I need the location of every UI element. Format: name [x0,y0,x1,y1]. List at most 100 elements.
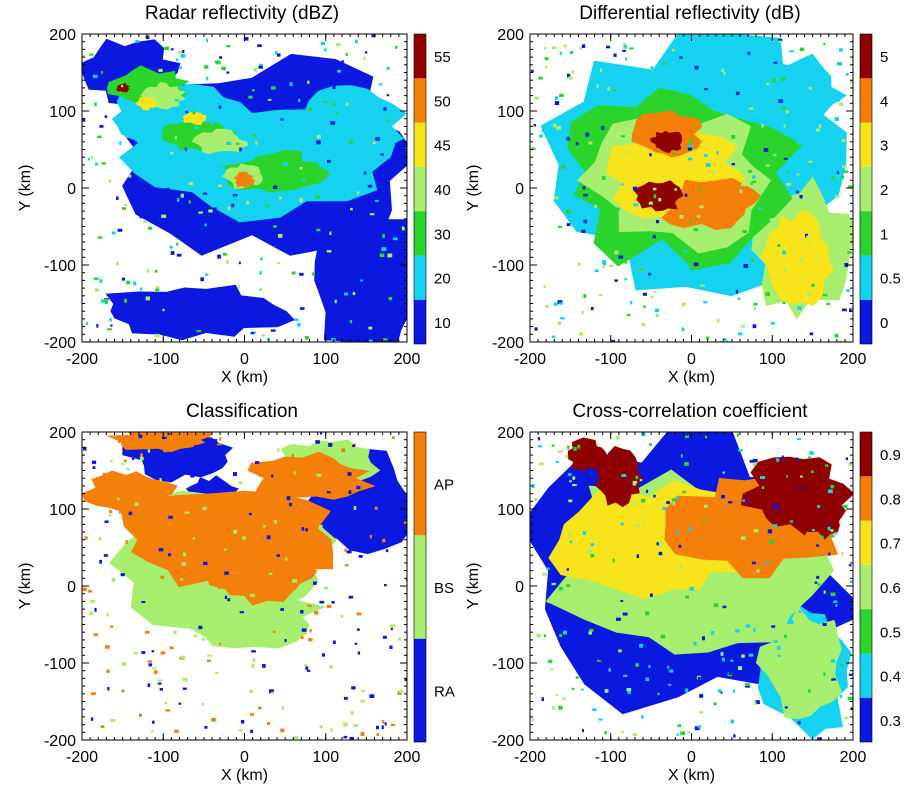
echo-pixel [121,662,126,666]
echo-pixel [741,654,745,658]
echo-pixel [680,731,686,735]
echo-pixel [331,601,335,604]
echo-pixel [541,129,547,133]
echo-pixel [805,235,809,238]
echo-pixel [687,147,692,151]
echo-pixel [641,498,646,503]
echo-pixel [555,693,558,697]
panel-title-cross-correlation: Cross-correlation coefficient [572,401,808,422]
echo-pixel [590,543,594,547]
echo-pixel [294,318,299,322]
colorbar-label: 0.5 [880,271,901,288]
echo-pixel [536,633,542,638]
echo-pixel [301,503,306,508]
echo-pixel [744,685,750,688]
echo-pixel [326,159,331,163]
echo-pixel [329,664,333,669]
echo-pixel [316,135,321,139]
echo-pixel [747,51,751,56]
echo-pixel [849,80,853,84]
x-tick-label: -200 [66,749,98,766]
echo-pixel [161,214,167,218]
echo-pixel [212,571,218,575]
y-tick-label: -200 [44,733,76,750]
echo-pixel [846,289,850,293]
echo-pixel [204,725,208,729]
echo-pixel [751,561,756,565]
echo-region [634,180,684,212]
echo-pixel [799,486,802,491]
echo-pixel [97,236,103,239]
echo-pixel [272,225,277,228]
echo-pixel [732,689,736,693]
echo-pixel [752,462,757,465]
echo-pixel [745,624,751,628]
echo-pixel [239,611,245,614]
echo-pixel [250,713,254,716]
echo-pixel [783,634,788,638]
echo-pixel [792,738,796,740]
echo-pixel [727,292,731,296]
echo-pixel [103,298,108,303]
echo-pixel [699,693,704,698]
y-axis-label: Y (km) [17,165,34,212]
panel-title-classification: Classification [186,401,298,422]
echo-pixel [276,554,280,557]
echo-pixel [630,301,633,305]
panel-3: -200 -100 0 100 200 -200 -100 0 100 200 X (km) Y (k… [465,425,901,784]
echo-pixel [632,480,638,484]
echo-pixel [251,650,256,653]
echo-pixel [225,160,230,163]
echo-pixel [266,722,271,725]
echo-pixel [797,720,801,725]
echo-pixel [563,697,566,701]
echo-pixel [582,531,587,535]
echo-pixel [356,612,362,616]
echo-pixel [614,279,618,282]
echo-pixel [381,720,385,724]
echo-pixel [690,266,695,271]
echo-pixel [176,253,182,257]
echo-pixel [356,191,360,195]
echo-pixel [178,66,183,69]
echo-pixel [104,645,110,649]
echo-pixel [368,339,373,342]
echo-pixel [152,720,155,724]
echo-pixel [121,689,125,693]
echo-pixel [92,74,98,79]
echo-pixel [151,729,154,733]
echo-pixel [815,77,819,81]
echo-pixel [181,562,186,566]
echo-pixel [679,564,683,569]
echo-pixel [101,71,104,74]
colorbar-label: 3 [880,138,888,155]
echo-pixel [332,85,336,90]
echo-pixel [591,70,595,73]
echo-pixel [750,182,753,185]
echo-pixel [653,194,657,199]
echo-pixel [373,307,377,312]
echo-pixel [392,237,398,241]
echo-pixel [323,48,327,52]
echo-pixel [158,548,164,552]
echo-pixel [158,68,163,72]
echo-pixel [655,314,659,318]
echo-pixel [280,118,284,121]
echo-pixel [141,651,146,654]
echo-pixel [380,153,384,156]
echo-pixel [829,535,835,538]
x-tick-label: 100 [759,749,786,766]
echo-pixel [279,587,283,591]
echo-pixel [654,308,660,312]
x-tick-label: -200 [514,749,546,766]
x-tick-label: 0 [240,749,249,766]
echo-pixel [266,535,271,540]
echo-pixel [588,141,593,145]
echo-pixel [176,197,180,202]
echo-pixel [201,304,206,308]
colorbar-label: 50 [434,93,451,110]
echo-pixel [746,34,749,37]
echo-pixel [305,666,309,670]
echo-pixel [265,204,270,207]
echo-pixel [217,206,221,210]
